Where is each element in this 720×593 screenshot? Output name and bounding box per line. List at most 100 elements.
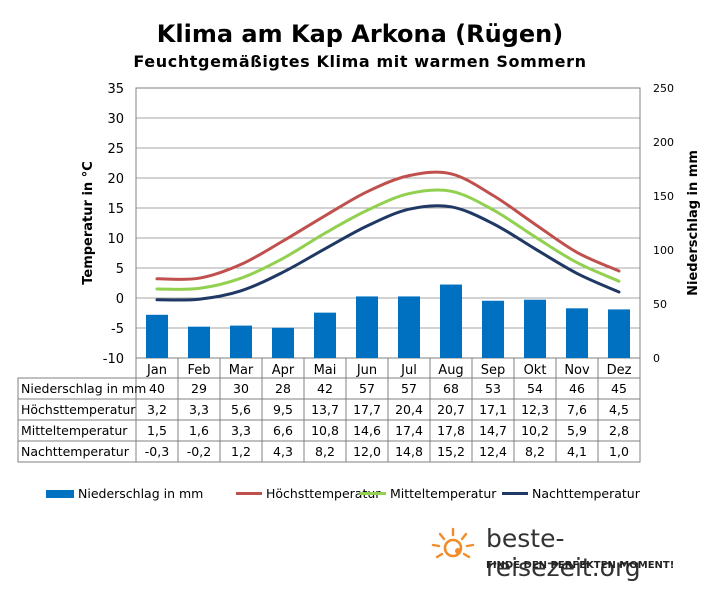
table-cell: 20,4 <box>395 402 423 417</box>
month-label: Mar <box>229 363 254 378</box>
table-cell: 14,6 <box>353 423 381 438</box>
table-cell: 29 <box>191 381 207 396</box>
month-label: Dez <box>607 363 632 378</box>
sun-icon <box>431 527 475 559</box>
y-left-tick-label: 30 <box>107 112 124 127</box>
month-label: Nov <box>564 363 590 378</box>
low-temperature-line <box>155 204 621 302</box>
brand-logo-block[interactable]: beste-reisezeit.org FINDE DEN PERFEKTEN … <box>428 520 718 590</box>
table-cell: -0,3 <box>145 444 169 459</box>
chart-title: Klima am Kap Arkona (Rügen) <box>156 20 564 48</box>
legend-swatch-low <box>502 492 528 495</box>
y-right-tick-label: 0 <box>653 352 660 365</box>
month-label: Aug <box>438 363 463 378</box>
table-cell: 30 <box>233 381 249 396</box>
y-left-axis-title: Temperatur in °C <box>81 161 96 285</box>
precipitation-bar <box>272 327 294 358</box>
table-cell: 53 <box>485 381 501 396</box>
legend-item-mid: Mitteltemperatur <box>360 486 496 501</box>
table-cell: 7,6 <box>567 402 587 417</box>
table-row-header: Niederschlag in mm <box>21 381 146 396</box>
precipitation-bar <box>608 309 630 358</box>
chart-legend: Niederschlag in mm Höchsttemperatur Mitt… <box>40 486 680 506</box>
table-cell: 1,0 <box>609 444 629 459</box>
table-cell: 8,2 <box>315 444 335 459</box>
table-cell: 17,4 <box>395 423 423 438</box>
month-label: Feb <box>187 363 210 378</box>
legend-swatch-precipitation <box>46 489 74 498</box>
precipitation-bar <box>440 284 462 358</box>
month-label: Sep <box>481 363 506 378</box>
table-cell: 9,5 <box>273 402 293 417</box>
table-cell: 42 <box>317 381 333 396</box>
month-label: Jan <box>146 363 167 378</box>
y-right-tick-label: 50 <box>653 298 667 311</box>
legend-label-mid: Mitteltemperatur <box>390 486 497 501</box>
y-right-tick-label: 150 <box>653 190 674 203</box>
chart-subtitle: Feuchtgemäßigtes Klima mit warmen Sommer… <box>133 52 587 71</box>
month-label: Mai <box>314 363 337 378</box>
table-cell: 14,7 <box>479 423 507 438</box>
table-cell: 3,3 <box>231 423 251 438</box>
table-cell: 3,2 <box>147 402 167 417</box>
table-cell: 4,5 <box>609 402 629 417</box>
y-left-tick-label: 15 <box>107 202 124 217</box>
table-cell: 10,2 <box>521 423 549 438</box>
table-cell: 17,7 <box>353 402 381 417</box>
month-label: Okt <box>524 363 547 378</box>
legend-swatch-high <box>236 492 262 495</box>
y-left-tick-label: 10 <box>107 232 124 247</box>
precipitation-bar <box>356 296 378 358</box>
table-cell: 20,7 <box>437 402 465 417</box>
table-cell: 17,1 <box>479 402 507 417</box>
table-cell: 4,3 <box>273 444 293 459</box>
y-right-tick-label: 100 <box>653 244 674 257</box>
y-left-tick-label: 0 <box>116 292 124 307</box>
table-cell: 13,7 <box>311 402 339 417</box>
precipitation-bar <box>146 314 168 358</box>
plot-area <box>135 87 641 359</box>
table-cell: 54 <box>527 381 543 396</box>
month-label: Jun <box>356 363 377 378</box>
table-row-header: Höchsttemperatur <box>21 402 136 417</box>
table-cell: 68 <box>443 381 459 396</box>
legend-item-precipitation: Niederschlag in mm <box>46 486 203 501</box>
table-cell: 57 <box>401 381 417 396</box>
table-cell: 17,8 <box>437 423 465 438</box>
table-cell: 12,3 <box>521 402 549 417</box>
month-label: Apr <box>272 363 295 378</box>
table-cell: 15,2 <box>437 444 465 459</box>
precipitation-bar <box>524 299 546 358</box>
table-cell: 6,6 <box>273 423 293 438</box>
precipitation-bar <box>314 312 336 358</box>
table-cell: 3,3 <box>189 402 209 417</box>
precipitation-bar <box>230 325 252 358</box>
table-cell: 12,0 <box>353 444 381 459</box>
table-cell: 2,8 <box>609 423 629 438</box>
table-cell: 40 <box>149 381 165 396</box>
y-left-tick-label: 35 <box>107 82 124 97</box>
table-cell: 1,2 <box>231 444 251 459</box>
legend-swatch-mid <box>360 492 386 495</box>
table-cell: 14,8 <box>395 444 423 459</box>
y-right-tick-label: 250 <box>653 82 674 95</box>
brand-name: beste-reisezeit.org <box>486 524 641 582</box>
y-right-axis-title: Niederschlag in mm <box>686 150 701 296</box>
table-cell: 8,2 <box>525 444 545 459</box>
table-cell: 12,4 <box>479 444 507 459</box>
table-cell: 10,8 <box>311 423 339 438</box>
y-left-tick-label: -10 <box>103 352 124 367</box>
legend-item-low: Nachttemperatur <box>502 486 640 501</box>
precipitation-bar <box>398 296 420 358</box>
y-left-tick-label: -5 <box>111 322 124 337</box>
legend-label-high: Höchsttemperatur <box>266 486 381 501</box>
brand-tagline: FINDE DEN PERFEKTEN MOMENT! <box>486 560 675 571</box>
table-cell: 5,9 <box>567 423 587 438</box>
table-cell: 1,6 <box>189 423 209 438</box>
table-cell: 1,5 <box>147 423 167 438</box>
climate-chart: 35302520151050-5-10250200150100500Temper… <box>17 82 701 463</box>
precipitation-bar <box>482 300 504 358</box>
table-cell: -0,2 <box>187 444 211 459</box>
precipitation-bar <box>188 326 210 358</box>
